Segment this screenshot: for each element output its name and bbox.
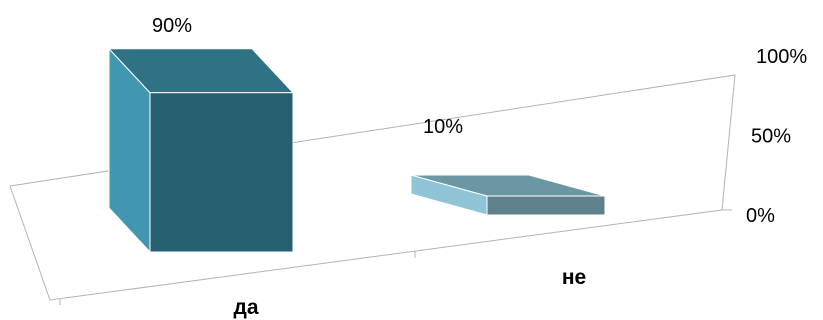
category-label: да [233,296,258,319]
data-labels-group: 90% 10% [152,15,463,138]
bar-front-face [149,92,294,253]
y-tick-label: 100% [756,46,807,68]
floor-plane [9,74,736,305]
data-label: 10% [423,116,463,138]
y-tick-label: 0% [746,205,775,227]
bar-не [410,174,606,216]
category-labels: да не [233,266,586,319]
y-tick-label: 50% [751,126,791,148]
y-axis-ticks: 0% 50% 100% [746,46,807,227]
bars-group [107,47,606,254]
category-label: не [562,266,586,289]
data-label: 90% [152,15,192,37]
bar-да [107,47,295,254]
bar-front-face [486,195,606,216]
